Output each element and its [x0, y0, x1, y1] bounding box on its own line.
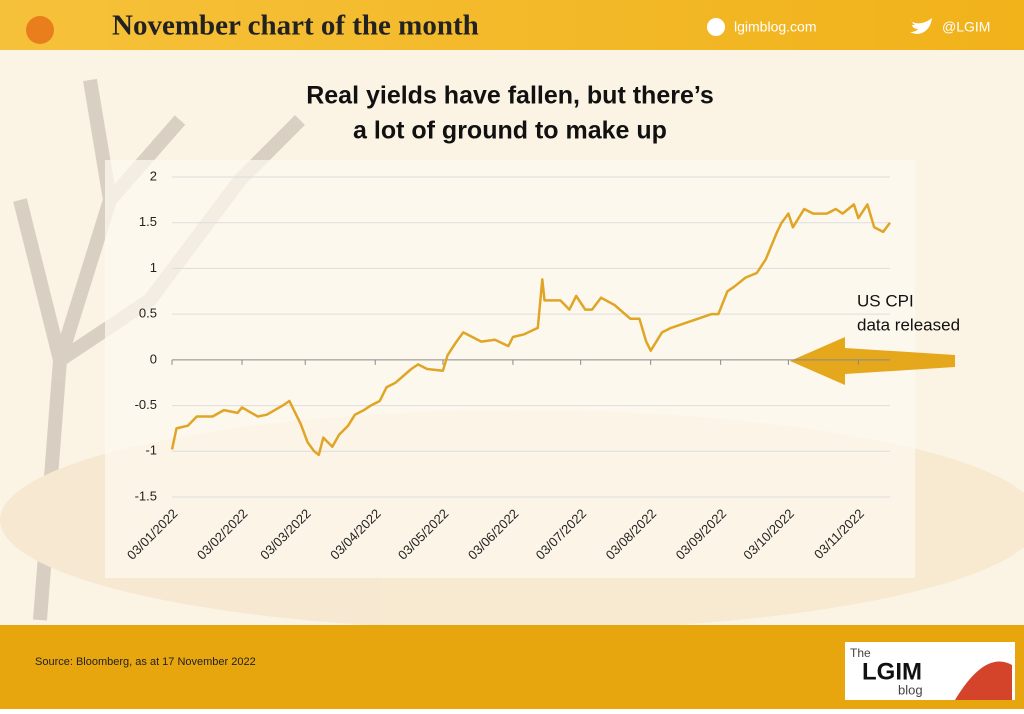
header-bar	[0, 0, 1024, 50]
logo-umbrella	[955, 661, 1012, 700]
chart-title: Real yields have fallen, but there’s	[306, 82, 714, 110]
twitter-icon	[910, 18, 932, 34]
annotation: data released	[857, 315, 960, 334]
logo-text: The	[850, 646, 871, 660]
y-tick-label: 2	[150, 168, 157, 183]
y-tick-label: -0.5	[135, 397, 157, 412]
header-title: November chart of the month	[112, 10, 479, 42]
header-site: lgimblog.com	[734, 19, 816, 35]
y-tick-label: 0	[150, 351, 157, 366]
line-series	[170, 203, 892, 457]
y-tick-label: 1	[150, 260, 157, 275]
logo-text: LGIM	[862, 658, 922, 685]
y-tick-label: -1	[145, 443, 157, 458]
header-handle: @LGIM	[942, 19, 990, 35]
y-tick-label: 0.5	[139, 306, 157, 321]
annotation-arrow	[790, 337, 955, 385]
logo-text: blog	[898, 682, 923, 697]
chart-title: a lot of ground to make up	[353, 117, 667, 145]
plot-panel	[105, 160, 915, 578]
annotation: US CPI	[857, 291, 914, 310]
source: Source: Bloomberg, as at 17 November 202…	[35, 656, 256, 668]
y-tick-label: -1.5	[135, 488, 157, 503]
pumpkin-icon	[26, 16, 54, 44]
y-tick-label: 1.5	[139, 214, 157, 229]
web-icon	[707, 18, 725, 36]
